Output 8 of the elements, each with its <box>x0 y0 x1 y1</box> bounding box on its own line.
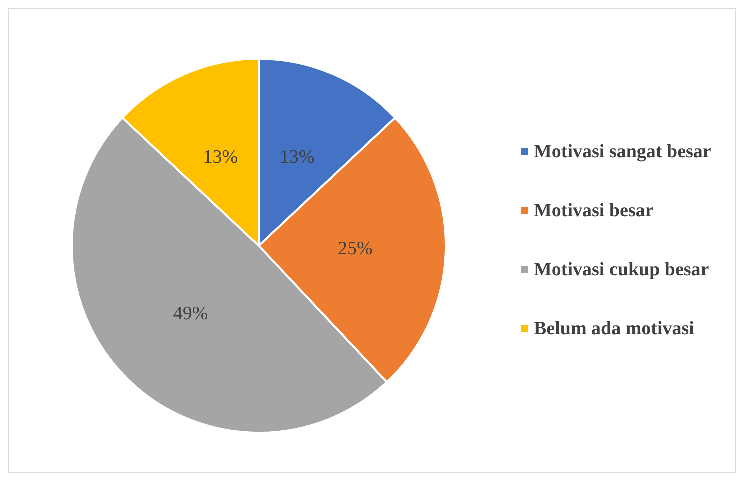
data-label: 13% <box>280 146 315 168</box>
legend-label: Motivasi cukup besar <box>534 260 710 280</box>
data-label: 13% <box>203 146 238 168</box>
legend-label: Motivasi besar <box>534 200 654 222</box>
legend-label: Motivasi sangat besar <box>534 142 712 162</box>
legend-label: Belum ada motivasi <box>534 318 694 340</box>
data-label: 49% <box>173 304 208 325</box>
data-label: 25% <box>338 238 374 260</box>
